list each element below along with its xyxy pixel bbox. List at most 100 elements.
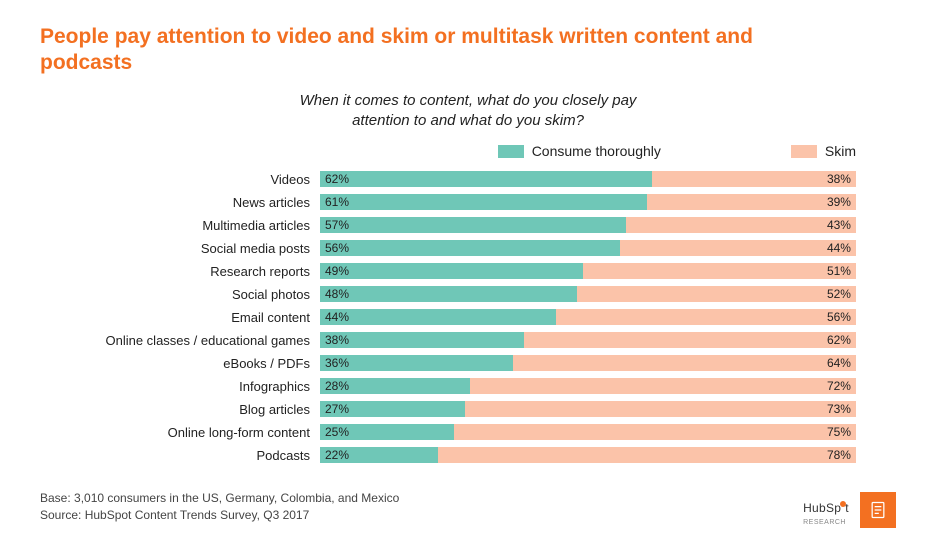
pct-skim: 43% [827,218,851,232]
subtitle-line-2: attention to and what do you skim? [352,112,584,129]
pct-skim: 52% [827,287,851,301]
pct-consume: 38% [325,333,349,347]
bar-segment-consume: 22% [320,447,438,463]
chart-row: Online long-form content 25% 75% [40,422,896,442]
row-label: Podcasts [40,448,320,463]
legend-item-skim: Skim [791,143,856,159]
chart-row: Infographics 28% 72% [40,376,896,396]
chart-subtitle: When it comes to content, what do you cl… [218,91,718,132]
pct-skim: 44% [827,241,851,255]
hubspot-logo: HubSpt [803,501,849,515]
bar-segment-consume: 27% [320,401,465,417]
legend-label-consume: Consume thoroughly [532,143,661,159]
bar-segment-consume: 36% [320,355,513,371]
row-label: Multimedia articles [40,218,320,233]
brand-subtext: RESEARCH [803,519,846,526]
pct-consume: 25% [325,425,349,439]
bar-segment-consume: 38% [320,332,524,348]
pct-skim: 78% [827,448,851,462]
legend-item-consume: Consume thoroughly [498,143,661,159]
bar-segment-consume: 61% [320,194,647,210]
row-label: eBooks / PDFs [40,356,320,371]
subtitle-line-1: When it comes to content, what do you cl… [300,92,637,109]
bar-segment-skim: 51% [583,263,856,279]
bar-track: 38% 62% [320,332,856,348]
bar-segment-skim: 39% [647,194,856,210]
chart-row: Social media posts56%44% [40,238,896,258]
pct-skim: 72% [827,379,851,393]
bar-segment-skim: 38% [652,171,856,187]
bar-segment-consume: 49% [320,263,583,279]
row-label: Infographics [40,379,320,394]
pct-skim: 51% [827,264,851,278]
row-label: Email content [40,310,320,325]
pct-skim: 39% [827,195,851,209]
footer-base: Base: 3,010 consumers in the US, Germany… [40,490,399,507]
bar-track: 44% 56% [320,309,856,325]
pct-consume: 56% [325,241,349,255]
chart-headline: People pay attention to video and skim o… [40,24,820,77]
bar-segment-consume: 25% [320,424,454,440]
bar-segment-skim: 78% [438,447,856,463]
bar-segment-skim: 64% [513,355,856,371]
footer-source: Source: HubSpot Content Trends Survey, Q… [40,507,399,524]
legend-label-skim: Skim [825,143,856,159]
pct-skim: 64% [827,356,851,370]
bar-segment-skim: 52% [577,286,856,302]
row-label: News articles [40,195,320,210]
pct-skim: 75% [827,425,851,439]
row-label: Research reports [40,264,320,279]
bar-segment-consume: 62% [320,171,652,187]
chart-row: Multimedia articles 57% 43% [40,215,896,235]
pct-consume: 61% [325,195,349,209]
legend-swatch-skim [791,145,817,158]
chart-row: Social photos 48% 52% [40,284,896,304]
bar-segment-skim: 73% [465,401,856,417]
pct-consume: 36% [325,356,349,370]
row-label: Videos [40,172,320,187]
chart-row: Videos 62% 38% [40,169,896,189]
pct-skim: 73% [827,402,851,416]
pct-skim: 38% [827,172,851,186]
chart-footer: Base: 3,010 consumers in the US, Germany… [40,490,399,524]
bar-segment-skim: 72% [470,378,856,394]
bar-segment-skim: 44% [620,240,856,256]
bar-segment-skim: 43% [626,217,856,233]
bar-track: 56% 44% [320,240,856,256]
pct-consume: 28% [325,379,349,393]
bar-segment-consume: 48% [320,286,577,302]
pct-consume: 44% [325,310,349,324]
chart-row: News articles 61% 39% [40,192,896,212]
chart-row: Online classes / educational games 38% 62% [40,330,896,350]
pct-skim: 62% [827,333,851,347]
chart-row: Blog articles27%73% [40,399,896,419]
brand-block: HubSpt RESEARCH [803,492,896,528]
bar-track: 28% 72% [320,378,856,394]
row-label: Social photos [40,287,320,302]
bar-segment-consume: 28% [320,378,470,394]
pct-consume: 49% [325,264,349,278]
bar-track: 61% 39% [320,194,856,210]
chart-row: Research reports 49% 51% [40,261,896,281]
bar-track: 22% 78% [320,447,856,463]
bar-track: 57% 43% [320,217,856,233]
row-label: Online long-form content [40,425,320,440]
chart-row: Email content 44% 56% [40,307,896,327]
bar-segment-consume: 44% [320,309,556,325]
pct-consume: 62% [325,172,349,186]
bar-track: 25% 75% [320,424,856,440]
bar-track: 62% 38% [320,171,856,187]
pct-consume: 48% [325,287,349,301]
chart-row: eBooks / PDFs 36% 64% [40,353,896,373]
pct-skim: 56% [827,310,851,324]
row-label: Online classes / educational games [40,333,320,348]
bar-segment-consume: 56% [320,240,620,256]
bar-track: 27% 73% [320,401,856,417]
document-icon [868,500,888,520]
bar-segment-skim: 75% [454,424,856,440]
pct-consume: 22% [325,448,349,462]
pct-consume: 27% [325,402,349,416]
stacked-bar-chart: Videos 62% 38% News articles 61% 39% Multimedi… [40,169,896,465]
pct-consume: 57% [325,218,349,232]
brand-tile [860,492,896,528]
